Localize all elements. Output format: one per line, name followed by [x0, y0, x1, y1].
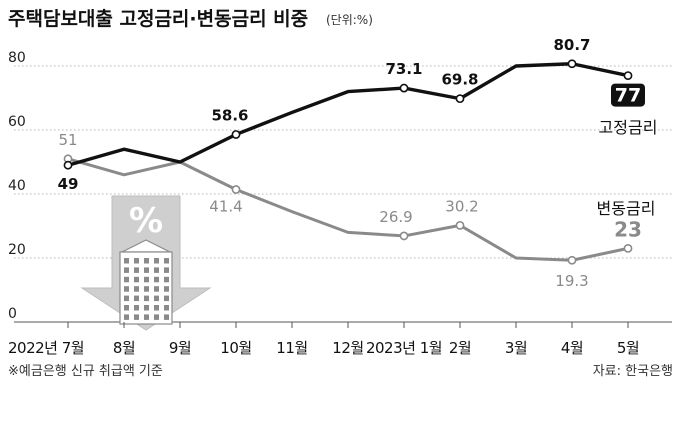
y-tick-label: 20 [8, 242, 26, 258]
y-tick-label: 80 [8, 50, 26, 66]
data-label-variable-3: 41.4 [209, 198, 242, 216]
y-tick-label: 60 [8, 114, 26, 130]
x-tick-label: 2023년 1월 [366, 339, 442, 357]
x-tick-label: 12월 [332, 339, 363, 357]
chart-title: 주택담보대출 고정금리·변동금리 비중 [8, 8, 308, 30]
y-tick-label: 40 [8, 178, 26, 194]
source: 자료: 한국은행 [593, 363, 673, 379]
point-fixed-9 [567, 59, 577, 69]
x-tick-label: 2월 [449, 339, 471, 357]
series-label-variable: 변동금리 [597, 199, 656, 218]
x-tick-label: 4월 [561, 339, 583, 357]
y-tick-label: 0 [8, 306, 17, 322]
x-tick-label: 9월 [169, 339, 191, 357]
data-label-fixed-0: 49 [58, 175, 79, 193]
data-label-variable-0: 51 [58, 131, 77, 149]
data-label-variable-7: 30.2 [445, 197, 478, 215]
rate-down-illustration: % [80, 195, 212, 331]
point-variable-7 [455, 220, 465, 230]
point-variable-9 [567, 255, 577, 265]
x-tick-label: 5월 [617, 339, 639, 357]
point-variable-10 [623, 243, 633, 253]
x-axis: 2022년 7월 8월 9월 10월 11월 12월 2023년 1월 2월 3월 4월 5월 [8, 322, 640, 357]
x-tick-label: 11월 [276, 339, 307, 357]
x-tick-label: 10월 [220, 339, 251, 357]
data-label-fixed-end: 77 [615, 85, 641, 107]
point-fixed-7 [455, 94, 465, 104]
percent-icon: % [129, 201, 163, 241]
x-tick-label: 3월 [505, 339, 527, 357]
point-fixed-3 [231, 130, 241, 139]
series-line-variable [67, 157, 629, 262]
data-label-variable-10: 23 [614, 217, 642, 241]
data-label-fixed-6: 73.1 [385, 60, 422, 78]
apartment-building-icon [119, 239, 173, 325]
series-label-fixed: 고정금리 [599, 118, 658, 137]
x-tick-label: 2022년 7월 [8, 339, 84, 357]
data-label-variable-9: 19.3 [555, 272, 588, 290]
series-line-fixed [67, 62, 629, 167]
point-fixed-0 [63, 160, 73, 170]
point-variable-6 [399, 231, 409, 241]
point-fixed-6 [399, 83, 409, 93]
data-label-fixed-7: 69.8 [441, 71, 478, 89]
point-variable-3 [231, 185, 241, 194]
chart-unit: (단위:%) [326, 13, 373, 27]
data-label-variable-6: 26.9 [379, 208, 412, 226]
data-label-fixed-3: 58.6 [211, 106, 248, 124]
y-axis: 0 20 40 60 80 [8, 50, 672, 323]
x-tick-label: 8월 [113, 339, 135, 357]
footnote: ※예금은행 신규 취급액 기준 [8, 363, 163, 379]
end-value-badge [611, 83, 645, 107]
data-label-fixed-9: 80.7 [553, 36, 590, 54]
series-layer: 51 41.4 26.9 30.2 19.3 23 49 58.6 73.1 69.8 80.7 77 [58, 36, 645, 290]
point-fixed-10 [623, 71, 633, 80]
